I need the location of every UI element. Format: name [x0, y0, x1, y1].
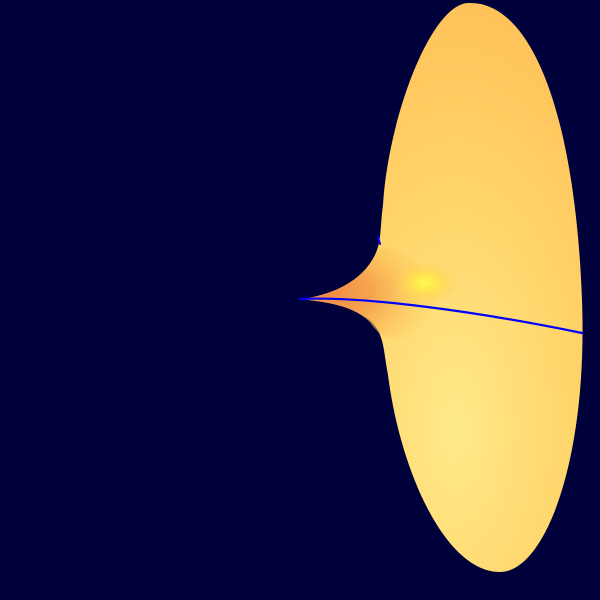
surface-highlight — [391, 261, 459, 305]
curve-fragment — [377, 236, 381, 245]
geodesic-curve — [298, 297, 584, 335]
